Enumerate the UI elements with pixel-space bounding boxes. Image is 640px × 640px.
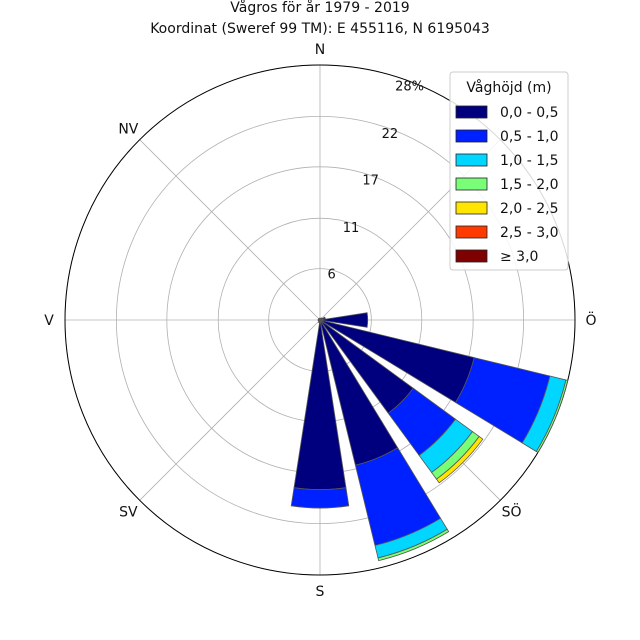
bar-dir90-bin0 bbox=[319, 312, 369, 328]
polar-labels: N NV V SV S SÖ Ö 6 11 17 22 28% bbox=[44, 42, 596, 600]
compass-label-3: SV bbox=[119, 505, 138, 521]
compass-label-0: N bbox=[315, 42, 325, 58]
legend-label-0: 0,0 - 0,5 bbox=[500, 105, 558, 121]
compass-label-5: SÖ bbox=[502, 503, 522, 521]
legend-swatch-2 bbox=[455, 153, 488, 167]
legend-title: Våghöjd (m) bbox=[466, 79, 551, 96]
compass-label-2: V bbox=[44, 313, 54, 329]
radial-tick-3: 22 bbox=[382, 127, 399, 142]
legend-swatch-0 bbox=[455, 105, 488, 119]
legend-swatch-1 bbox=[455, 129, 488, 143]
outer-ring bbox=[64, 64, 576, 576]
legend-label-2: 1,0 - 1,5 bbox=[500, 153, 558, 169]
radial-tick-4: 28% bbox=[395, 79, 424, 94]
chart-subtitle: Koordinat (Sweref 99 TM): E 455116, N 61… bbox=[150, 21, 490, 37]
legend-swatch-6 bbox=[455, 249, 488, 263]
legend-label-5: 2,5 - 3,0 bbox=[500, 225, 558, 241]
legend: Våghöjd (m) 0,0 - 0,5 0,5 - 1,0 1,0 - 1,5 1,… bbox=[449, 71, 569, 271]
legend-label-4: 2,0 - 2,5 bbox=[500, 201, 558, 217]
legend-swatch-3 bbox=[455, 177, 488, 191]
compass-label-4: S bbox=[316, 584, 325, 600]
bar-dir157.5-bin3 bbox=[377, 528, 450, 562]
legend-box bbox=[449, 71, 569, 271]
compass-label-1: NV bbox=[118, 121, 138, 137]
legend-label-6: ≥ 3,0 bbox=[500, 249, 538, 265]
rose-bars bbox=[290, 312, 569, 562]
legend-swatch-5 bbox=[455, 225, 488, 239]
bar-dir67.5-bin0 bbox=[319, 316, 326, 321]
legend-label-3: 1,5 - 2,0 bbox=[500, 177, 558, 193]
bar-dir112.5-bin3 bbox=[535, 379, 569, 454]
grid-spoke bbox=[139, 319, 321, 501]
bar-dir180-bin1 bbox=[290, 487, 350, 509]
legend-swatch-4 bbox=[455, 201, 488, 215]
grid-spoke bbox=[139, 139, 321, 321]
radial-tick-1: 11 bbox=[343, 221, 360, 236]
compass-label-6: Ö bbox=[585, 311, 596, 329]
radial-tick-0: 6 bbox=[328, 268, 336, 283]
bar-dir135-bin4 bbox=[435, 435, 484, 484]
radial-tick-2: 17 bbox=[362, 173, 379, 188]
chart-title: Vågros för år 1979 - 2019 bbox=[230, 0, 409, 16]
legend-label-1: 0,5 - 1,0 bbox=[500, 129, 558, 145]
